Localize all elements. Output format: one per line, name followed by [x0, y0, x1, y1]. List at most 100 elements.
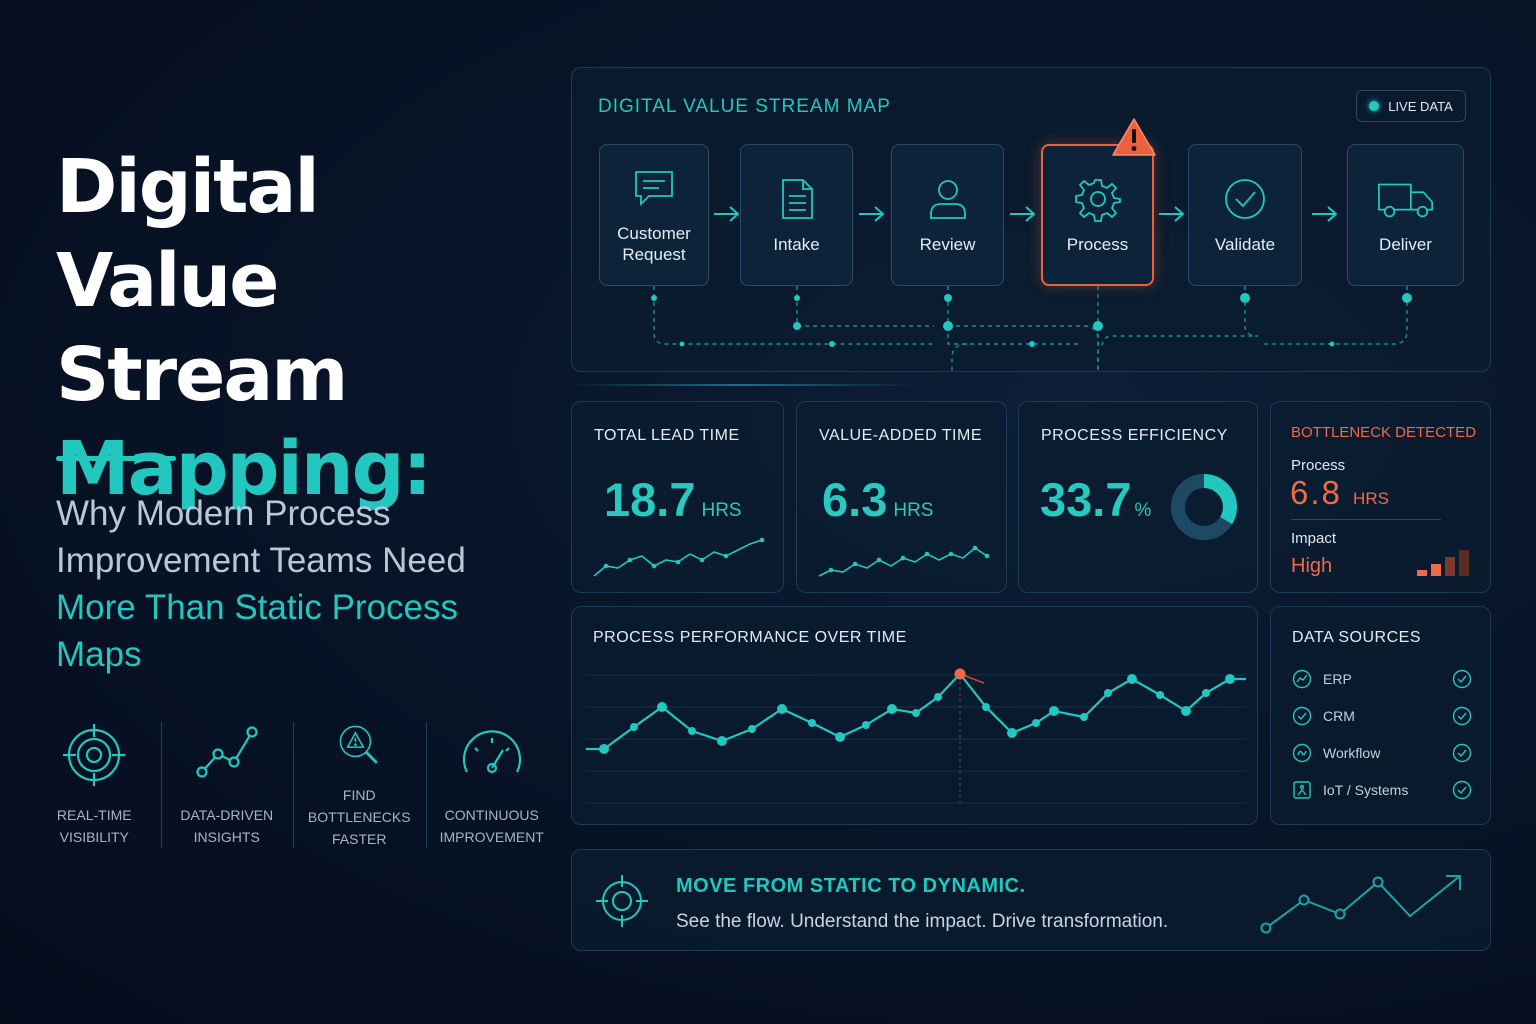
efficiency-donut-arc [1171, 474, 1237, 540]
kpi-value: 33.7% [1040, 472, 1151, 527]
sparkline [593, 537, 765, 577]
kpi-number: 6.3 [822, 473, 888, 526]
cta-text: See the flow. Understand the impact. Dri… [676, 911, 1169, 932]
data-sources-title: DATA SOURCES [1292, 629, 1421, 646]
bottleneck-title: BOTTLENECK DETECTED [1291, 424, 1477, 441]
hero-title: Digital Value Stream Mapping: [56, 140, 566, 516]
gear-icon [1074, 178, 1121, 222]
step-label: Customer Request [617, 224, 691, 264]
kpi-number: 18.7 [604, 473, 696, 526]
live-indicator-dot [1369, 101, 1380, 111]
flow-connector-lines [651, 286, 1412, 373]
truck-icon [1377, 183, 1433, 217]
check-circle-icon [1452, 743, 1472, 763]
bottleneck-hours: 6.8 [1290, 474, 1342, 511]
growth-trend-icon [1260, 875, 1461, 934]
feature-label: REAL-TIME VISIBILITY [56, 807, 132, 845]
workflow-icon [1292, 743, 1312, 763]
step-label: Deliver [1379, 234, 1432, 254]
step-process[interactable]: Process [1041, 144, 1154, 286]
feature-label: FIND BOTTLENECKS FASTER [307, 787, 411, 847]
peak-marker [954, 668, 966, 680]
source-row-iot[interactable]: IoT / Systems [1292, 778, 1472, 802]
live-data-badge[interactable]: LIVE DATA [1356, 90, 1466, 122]
step-label: Intake [773, 234, 820, 254]
kpi-bottleneck-detected: BOTTLENECK DETECTED Process 6.8 HRS Impa… [1270, 401, 1491, 593]
step-validate[interactable]: Validate [1188, 144, 1302, 286]
live-data-label: LIVE DATA [1388, 98, 1453, 114]
cta-heading: MOVE FROM STATIC TO DYNAMIC. [676, 875, 1026, 897]
step-intake[interactable]: Intake [740, 144, 853, 286]
hero-divider [56, 456, 176, 461]
trend-line-icon [196, 726, 258, 778]
kpi-process-efficiency: PROCESS EFFICIENCY 33.7% [1018, 401, 1258, 593]
arrow-right-icon [1010, 206, 1036, 222]
glow-divider [567, 384, 917, 386]
target-icon [596, 875, 648, 927]
performance-line-chart [586, 668, 1246, 804]
hero-title-line3: Mapping: [56, 426, 432, 512]
target-icon [63, 724, 126, 786]
source-row-erp[interactable]: ERP [1292, 667, 1472, 691]
arrow-right-icon [1312, 206, 1338, 222]
map-title: DIGITAL VALUE STREAM MAP [598, 96, 891, 117]
source-label: CRM [1323, 708, 1355, 724]
kpi-title: TOTAL LEAD TIME [594, 427, 740, 444]
arrow-right-icon [859, 206, 885, 222]
user-icon [929, 179, 966, 219]
efficiency-donut [1171, 474, 1237, 540]
process-performance-panel: PROCESS PERFORMANCE OVER TIME [571, 606, 1258, 825]
chat-icon [635, 171, 673, 207]
bottleneck-process-label: Process [1291, 457, 1346, 474]
feature-bottlenecks: FIND BOTTLENECKS FASTER [293, 720, 426, 850]
feature-label: DATA-DRIVEN INSIGHTS [180, 807, 274, 845]
speedometer-icon [462, 730, 521, 774]
data-sources-panel: DATA SOURCES ERP CRM Workflow IoT / Syst… [1270, 606, 1491, 825]
performance-title: PROCESS PERFORMANCE OVER TIME [593, 629, 907, 646]
feature-data-driven: DATA-DRIVEN INSIGHTS [160, 720, 294, 850]
impact-bars-icon [1417, 550, 1469, 576]
hero-subtitle: Why Modern Process Improvement Teams Nee… [56, 490, 536, 678]
check-circle-icon [1452, 669, 1472, 689]
source-row-workflow[interactable]: Workflow [1292, 741, 1472, 765]
kpi-number: 33.7 [1040, 473, 1132, 526]
kpi-unit: HRS [701, 500, 742, 521]
check-circle-icon [1225, 178, 1265, 219]
kpi-title: PROCESS EFFICIENCY [1041, 427, 1228, 444]
source-label: IoT / Systems [1323, 782, 1409, 798]
erp-icon [1292, 669, 1312, 689]
bottleneck-impact-label: Impact [1291, 530, 1337, 547]
kpi-total-lead-time: TOTAL LEAD TIME 18.7 HRS [571, 401, 784, 593]
kpi-value-added-time: VALUE-ADDED TIME 6.3 HRS [796, 401, 1007, 593]
feature-label: CONTINUOUS IMPROVEMENT [439, 807, 544, 845]
document-icon [781, 178, 813, 219]
check-circle-icon [1452, 706, 1472, 726]
hero-title-line1: Digital [56, 144, 320, 230]
step-deliver[interactable]: Deliver [1347, 144, 1464, 286]
kpi-value: 6.3 HRS [822, 472, 933, 527]
iot-icon [1293, 781, 1311, 799]
step-label: Review [919, 234, 976, 254]
hero-subtitle-accent: More Than Static Process Maps [56, 588, 459, 674]
value-stream-map-panel: DIGITAL VALUE STREAM MAP LIVE DATA Custo… [571, 67, 1491, 373]
step-label: Process [1066, 234, 1129, 254]
source-row-crm[interactable]: CRM [1292, 704, 1472, 728]
step-review[interactable]: Review [891, 144, 1004, 286]
source-label: ERP [1323, 671, 1352, 687]
kpi-title: VALUE-ADDED TIME [819, 427, 982, 444]
feature-continuous: CONTINUOUS IMPROVEMENT [425, 720, 559, 850]
hero-subtitle-main: Why Modern Process Improvement Teams Nee… [56, 494, 466, 580]
kpi-unit: % [1134, 500, 1152, 521]
bottleneck-divider [1291, 519, 1441, 520]
magnifier-alert-icon [339, 725, 379, 764]
sparkline [818, 545, 990, 577]
cta-banner: MOVE FROM STATIC TO DYNAMIC. See the flo… [571, 849, 1491, 951]
arrow-right-icon [714, 206, 740, 222]
hero-title-line2: Value Stream [56, 238, 348, 418]
feature-real-time: REAL-TIME VISIBILITY [28, 720, 161, 850]
step-label: Validate [1214, 234, 1276, 254]
bottleneck-unit: HRS [1353, 489, 1389, 508]
bottleneck-process-value: 6.8 HRS [1290, 474, 1389, 512]
step-customer-request[interactable]: Customer Request [599, 144, 709, 286]
crm-icon [1292, 706, 1312, 726]
